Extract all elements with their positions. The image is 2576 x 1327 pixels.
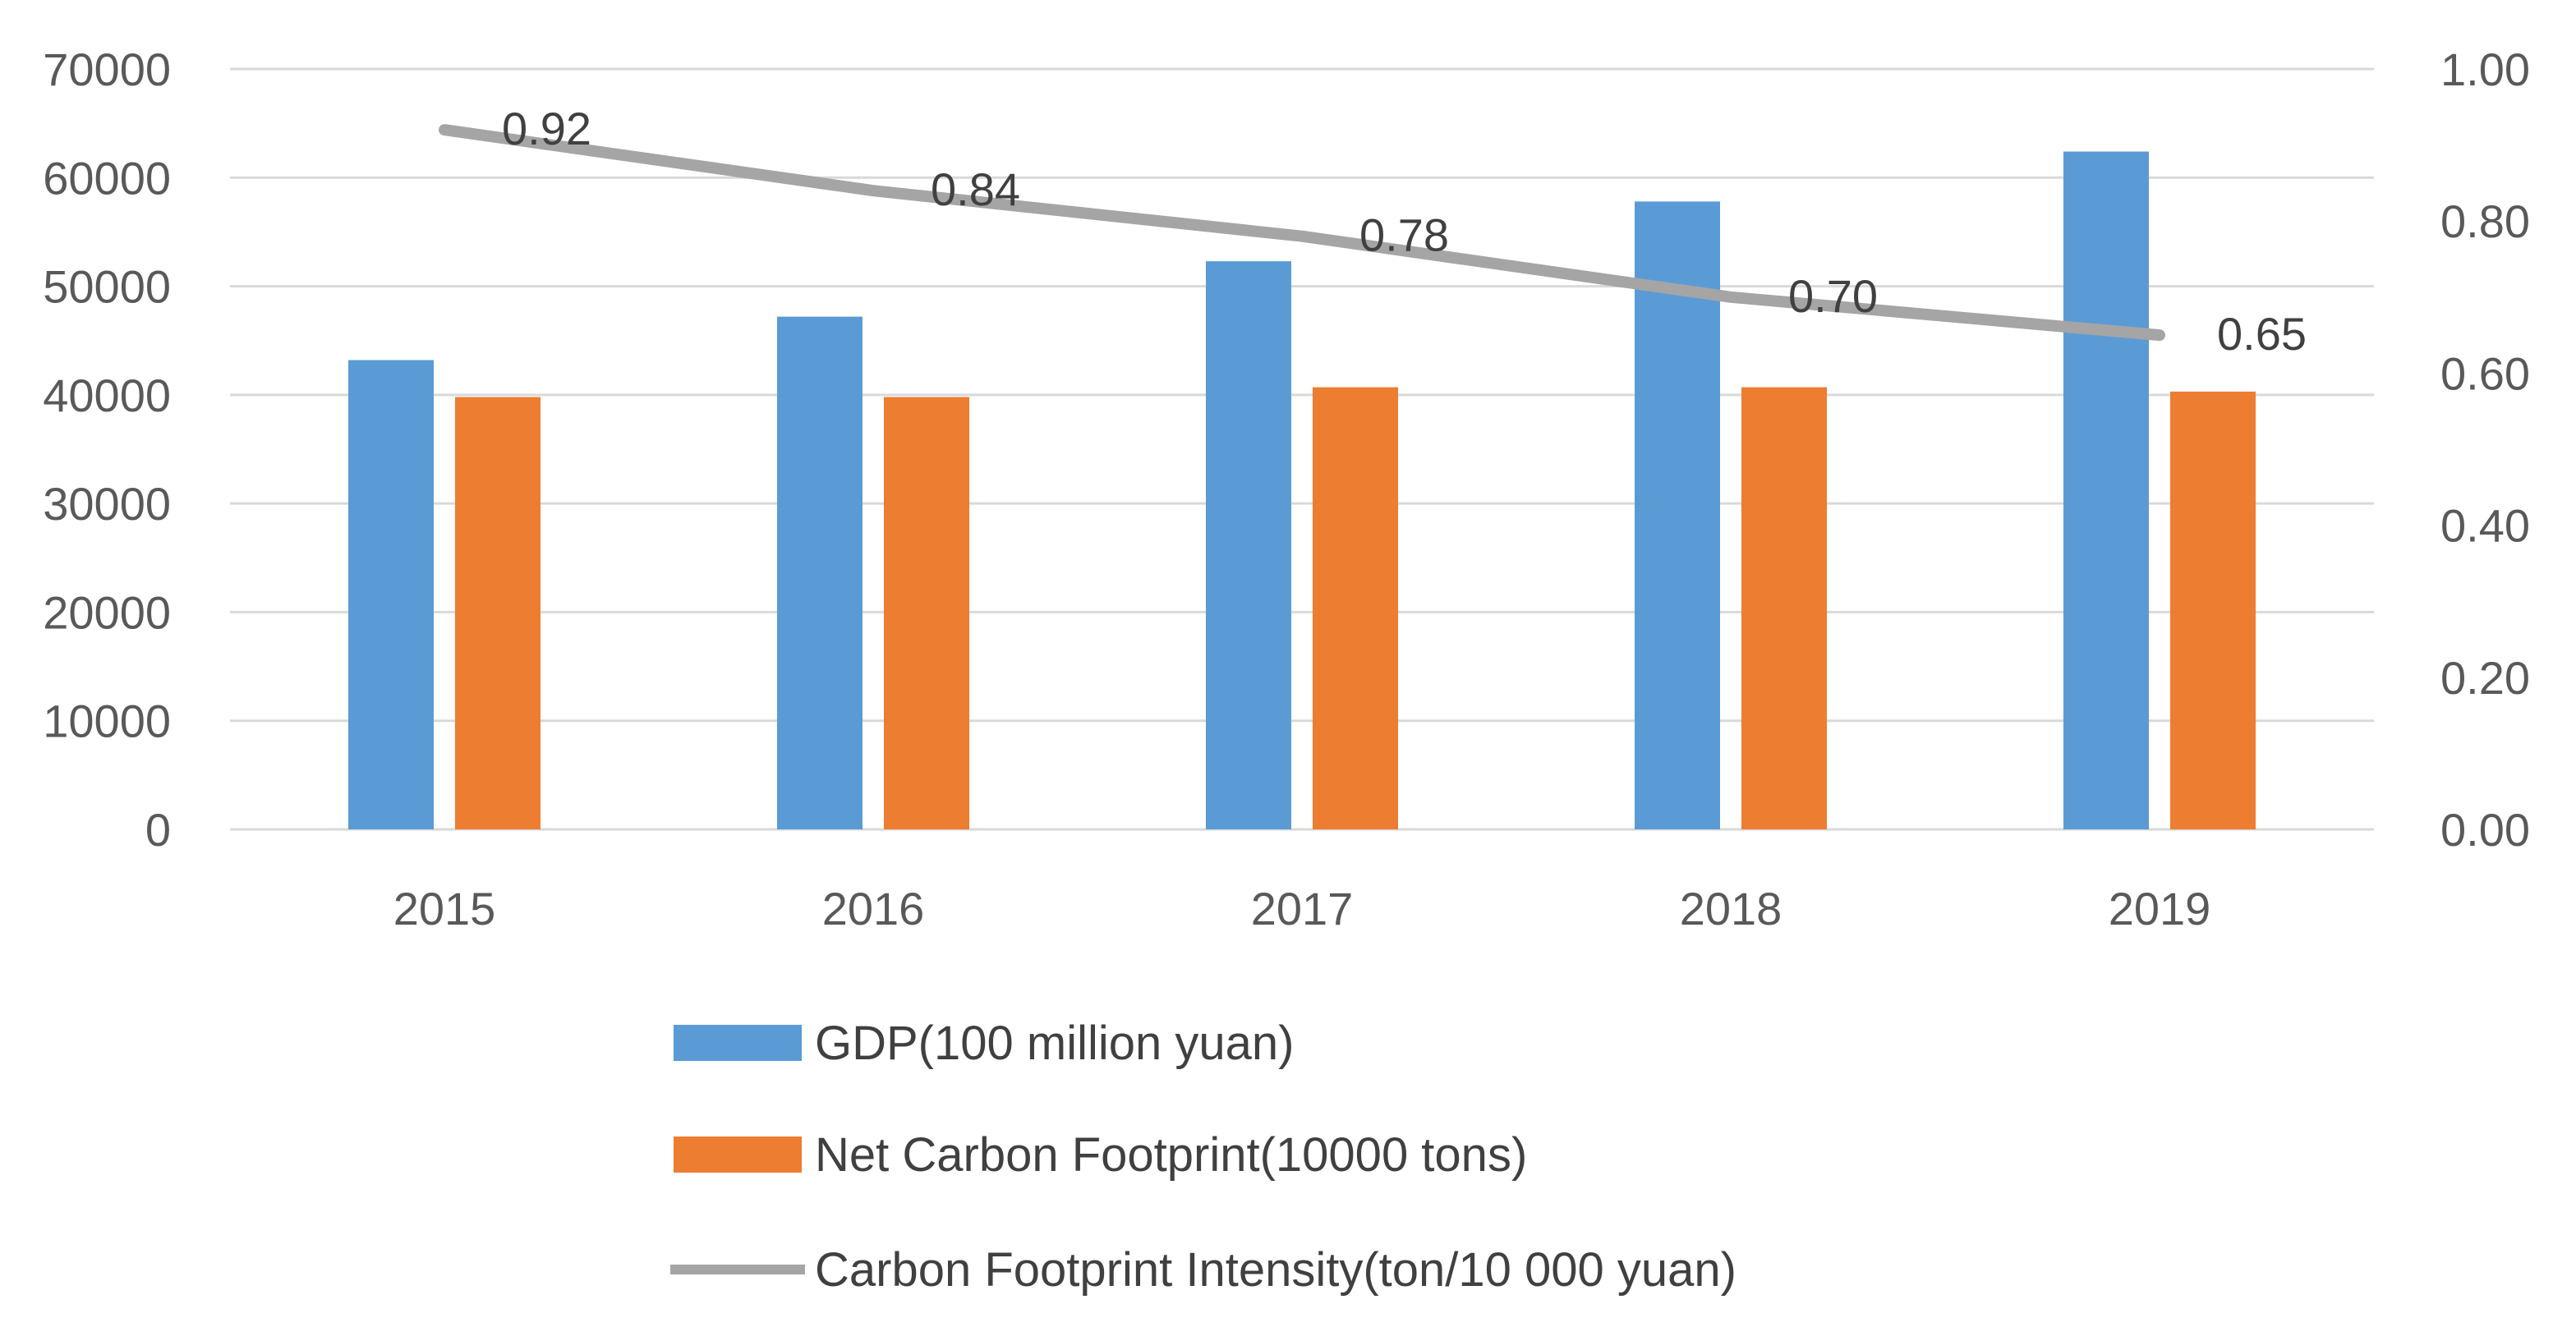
x-axis-tick-label: 2015 bbox=[393, 883, 496, 934]
gdp-bar bbox=[2063, 151, 2149, 830]
bars bbox=[348, 151, 2256, 830]
right-axis-tick-label: 1.00 bbox=[2440, 44, 2530, 95]
net-carbon-footprint-bar bbox=[1313, 387, 1398, 829]
gridlines bbox=[230, 67, 2374, 831]
right-axis-tick-label: 0.40 bbox=[2440, 500, 2530, 552]
net-carbon-footprint-bar bbox=[1741, 387, 1827, 829]
left-axis-tick-label: 50000 bbox=[43, 261, 171, 313]
x-axis-tick-label: 2016 bbox=[822, 883, 925, 934]
net-carbon-footprint-bar bbox=[455, 397, 540, 829]
right-axis-tick-label: 0.00 bbox=[2440, 804, 2530, 856]
right-axis-tick-label: 0.60 bbox=[2440, 347, 2530, 399]
intensity-point bbox=[1300, 234, 1304, 238]
intensity-point bbox=[443, 128, 446, 132]
intensity-line: 0.92 0.84 0.78 0.70 0.65 bbox=[439, 103, 2307, 360]
left-axis-tick-label: 0 bbox=[145, 804, 171, 856]
intensity-data-label: 0.78 bbox=[1359, 209, 1449, 261]
net-carbon-footprint-bar bbox=[884, 397, 969, 829]
x-axis-tick-label: 2018 bbox=[1680, 883, 1782, 934]
intensity-data-label: 0.65 bbox=[2217, 308, 2307, 360]
intensity-data-label: 0.70 bbox=[1788, 270, 1878, 322]
x-axis-tick-label: 2019 bbox=[2109, 883, 2211, 934]
left-y-axis: 0 10000 20000 30000 40000 50000 60000 70000 bbox=[43, 44, 171, 856]
x-axis: 2015 2016 2017 2018 2019 bbox=[393, 883, 2211, 934]
left-axis-tick-label: 10000 bbox=[43, 696, 171, 747]
legend-net-carbon-swatch bbox=[674, 1136, 802, 1173]
left-axis-tick-label: 70000 bbox=[43, 44, 171, 95]
right-axis-tick-label: 0.20 bbox=[2440, 652, 2530, 704]
intensity-point bbox=[872, 189, 875, 193]
intensity-point bbox=[2158, 333, 2161, 337]
left-axis-tick-label: 30000 bbox=[43, 478, 171, 530]
right-axis-tick-label: 0.80 bbox=[2440, 195, 2530, 247]
left-axis-tick-label: 20000 bbox=[43, 586, 171, 638]
legend-label: GDP(100 million yuan) bbox=[815, 1017, 1294, 1070]
gdp-bar bbox=[777, 316, 862, 829]
intensity-point bbox=[1729, 295, 1732, 299]
legend-gdp-swatch bbox=[674, 1025, 802, 1061]
legend-label: Carbon Footprint Intensity(ton/10 000 yu… bbox=[815, 1243, 1736, 1297]
gdp-bar bbox=[1635, 201, 1720, 830]
left-axis-tick-label: 40000 bbox=[43, 370, 171, 421]
intensity-line-path bbox=[439, 124, 2165, 342]
right-y-axis: 0.00 0.20 0.40 0.60 0.80 1.00 bbox=[2440, 44, 2530, 856]
x-axis-tick-label: 2017 bbox=[1251, 883, 1354, 934]
legend: GDP(100 million yuan) Net Carbon Footprin… bbox=[670, 1017, 1736, 1297]
gdp-bar bbox=[1206, 261, 1291, 829]
legend-label: Net Carbon Footprint(10000 tons) bbox=[815, 1128, 1527, 1182]
intensity-data-label: 0.84 bbox=[931, 163, 1020, 215]
intensity-data-label: 0.92 bbox=[502, 103, 591, 154]
net-carbon-footprint-bar bbox=[2170, 391, 2256, 830]
left-axis-tick-label: 60000 bbox=[43, 152, 171, 204]
gdp-bar bbox=[348, 360, 434, 829]
